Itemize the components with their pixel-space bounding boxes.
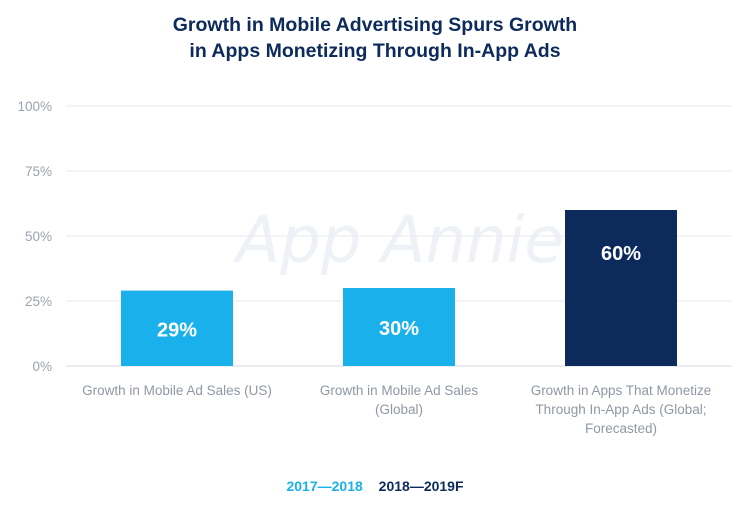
y-tick-label: 100%	[17, 99, 52, 114]
data-label: 30%	[379, 318, 419, 340]
chart-title-line-2: in Apps Monetizing Through In-App Ads	[189, 40, 561, 62]
bar	[343, 288, 455, 366]
legend: 2017—2018 2018—2019F	[0, 478, 750, 494]
y-tick-label: 50%	[25, 229, 52, 244]
y-tick-label: 25%	[25, 294, 52, 309]
bar	[565, 210, 677, 366]
watermark: App Annie	[232, 204, 563, 278]
bar	[121, 290, 233, 366]
x-category-label: Through In-App Ads (Global;	[535, 402, 706, 417]
x-category-label: Growth in Mobile Ad Sales	[320, 383, 479, 398]
x-category-label: Growth in Mobile Ad Sales (US)	[82, 383, 272, 398]
chart-title: Growth in Mobile Advertising Spurs Growt…	[0, 12, 750, 64]
legend-item-2018-2019f: 2018—2019F	[378, 478, 464, 494]
chart-title-line-1: Growth in Mobile Advertising Spurs Growt…	[172, 14, 578, 36]
x-category-label: (Global)	[375, 402, 423, 417]
legend-item-2017-2018: 2017—2018	[286, 478, 363, 494]
x-category-label: Forecasted)	[585, 421, 657, 436]
y-tick-label: 75%	[25, 164, 52, 179]
data-label: 29%	[157, 319, 197, 341]
x-category-label: Growth in Apps That Monetize	[531, 383, 712, 398]
y-tick-label: 0%	[32, 359, 52, 374]
data-label: 60%	[601, 243, 641, 265]
